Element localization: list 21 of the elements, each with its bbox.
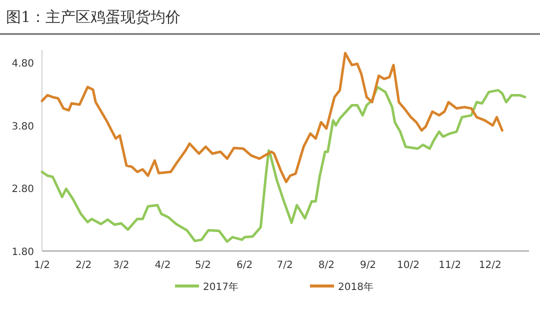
legend-label: 2017年 xyxy=(203,281,238,293)
x-tick-label: 11/2 xyxy=(438,260,462,271)
x-tick-label: 8/2 xyxy=(318,260,334,271)
x-tick-label: 1/2 xyxy=(34,260,50,271)
x-tick-label: 10/2 xyxy=(397,260,420,271)
chart-title: 图1：主产区鸡蛋现货均价 xyxy=(6,8,181,26)
y-tick-label: 2.80 xyxy=(12,184,34,196)
x-tick-label: 3/2 xyxy=(113,260,130,271)
line-series xyxy=(40,52,504,184)
x-tick-label: 4/2 xyxy=(154,260,171,271)
x-tick-label: 7/2 xyxy=(276,260,293,271)
x-tick-label: 2/2 xyxy=(76,260,92,271)
legend-label: 2018年 xyxy=(338,281,374,293)
x-tick-label: 6/2 xyxy=(236,260,253,271)
y-tick-label: 3.80 xyxy=(12,121,34,132)
x-tick-label: 12/2 xyxy=(478,260,502,271)
line-series xyxy=(40,86,526,243)
y-tick-label: 4.80 xyxy=(12,58,34,70)
y-tick-label: 1.80 xyxy=(12,247,34,258)
x-tick-label: 5/2 xyxy=(194,260,212,271)
x-tick-label: 9/2 xyxy=(360,260,376,271)
